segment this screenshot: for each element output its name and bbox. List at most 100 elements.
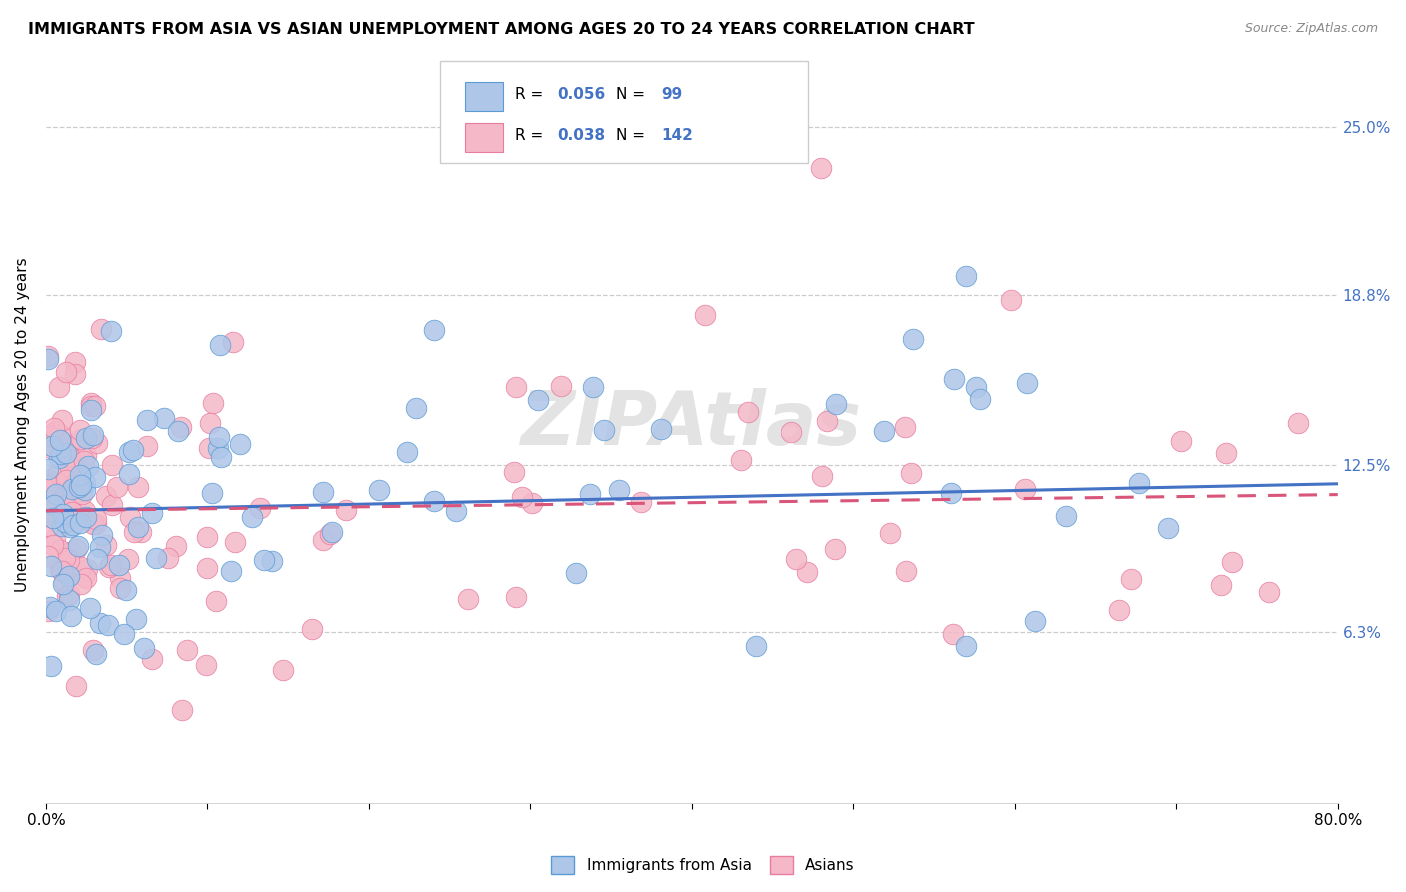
Point [49, 434, 72, 449]
Point [69, 559, 91, 574]
Point [129, 524, 152, 539]
Point [58, 459, 80, 474]
Point [145, 550, 167, 565]
Point [58, 553, 80, 567]
Point [900, 466, 922, 480]
Point [38, 473, 60, 487]
Point [51, 519, 73, 533]
Point [209, 450, 232, 464]
Point [127, 480, 149, 494]
Point [101, 498, 124, 512]
Point [219, 564, 242, 578]
Point [55, 446, 77, 460]
Point [108, 558, 131, 572]
Point [335, 503, 357, 517]
Point [52, 507, 75, 521]
Point [1220, 555, 1243, 569]
Point [56, 484, 79, 499]
Point [943, 372, 966, 386]
Point [405, 401, 427, 416]
Point [167, 424, 190, 438]
Point [253, 553, 276, 567]
Point [505, 591, 527, 605]
Point [59, 609, 82, 624]
Point [49, 427, 72, 442]
Point [526, 392, 548, 407]
Point [222, 335, 245, 350]
Point [894, 564, 917, 578]
Point [1170, 434, 1192, 448]
Point [110, 571, 132, 585]
Point [582, 380, 605, 394]
Point [82, 517, 104, 532]
Point [1215, 446, 1237, 460]
Point [59, 545, 82, 559]
Point [39, 494, 62, 508]
Point [58, 449, 80, 463]
Point [122, 524, 145, 539]
Text: 0.056: 0.056 [558, 87, 606, 103]
Point [502, 465, 524, 479]
Point [422, 323, 444, 337]
Point [76, 562, 98, 576]
Point [79, 600, 101, 615]
Point [153, 410, 176, 425]
Point [811, 469, 834, 483]
Point [49, 543, 72, 558]
Point [45, 487, 67, 501]
Point [312, 484, 335, 499]
Point [83, 399, 105, 413]
Point [785, 551, 807, 566]
Point [209, 338, 232, 352]
Point [65, 541, 87, 556]
Point [730, 453, 752, 467]
Point [368, 483, 391, 497]
Point [118, 467, 141, 481]
Point [48, 380, 70, 394]
Point [79, 403, 101, 417]
Point [65, 368, 87, 382]
Point [89, 540, 111, 554]
Point [1121, 572, 1143, 586]
Point [176, 643, 198, 657]
Point [118, 509, 141, 524]
Point [249, 501, 271, 516]
Point [1157, 521, 1180, 535]
Point [55, 474, 77, 488]
Point [70, 487, 93, 501]
Point [49, 447, 72, 461]
Text: 142: 142 [661, 128, 693, 144]
Point [136, 438, 159, 452]
Point [44, 475, 66, 489]
Point [42, 421, 65, 435]
Point [1000, 293, 1022, 308]
Point [1024, 614, 1046, 628]
Point [37, 604, 59, 618]
Point [1128, 475, 1150, 490]
Point [59, 519, 82, 533]
Point [73, 454, 96, 468]
Point [1014, 482, 1036, 496]
Point [53, 550, 76, 565]
Point [824, 541, 846, 556]
Point [607, 483, 630, 497]
Point [37, 477, 59, 491]
Point [59, 440, 82, 454]
Text: 99: 99 [661, 87, 682, 103]
Point [262, 553, 284, 567]
Point [41, 558, 63, 573]
Point [44, 510, 66, 524]
Point [194, 658, 217, 673]
Point [395, 445, 418, 459]
Point [873, 424, 896, 438]
Point [198, 442, 221, 456]
Point [65, 679, 87, 693]
Point [894, 419, 917, 434]
Point [240, 510, 263, 524]
Point [1211, 578, 1233, 592]
Point [165, 539, 187, 553]
Point [695, 308, 717, 322]
Point [207, 442, 229, 456]
Point [1286, 416, 1309, 430]
Point [319, 527, 342, 541]
